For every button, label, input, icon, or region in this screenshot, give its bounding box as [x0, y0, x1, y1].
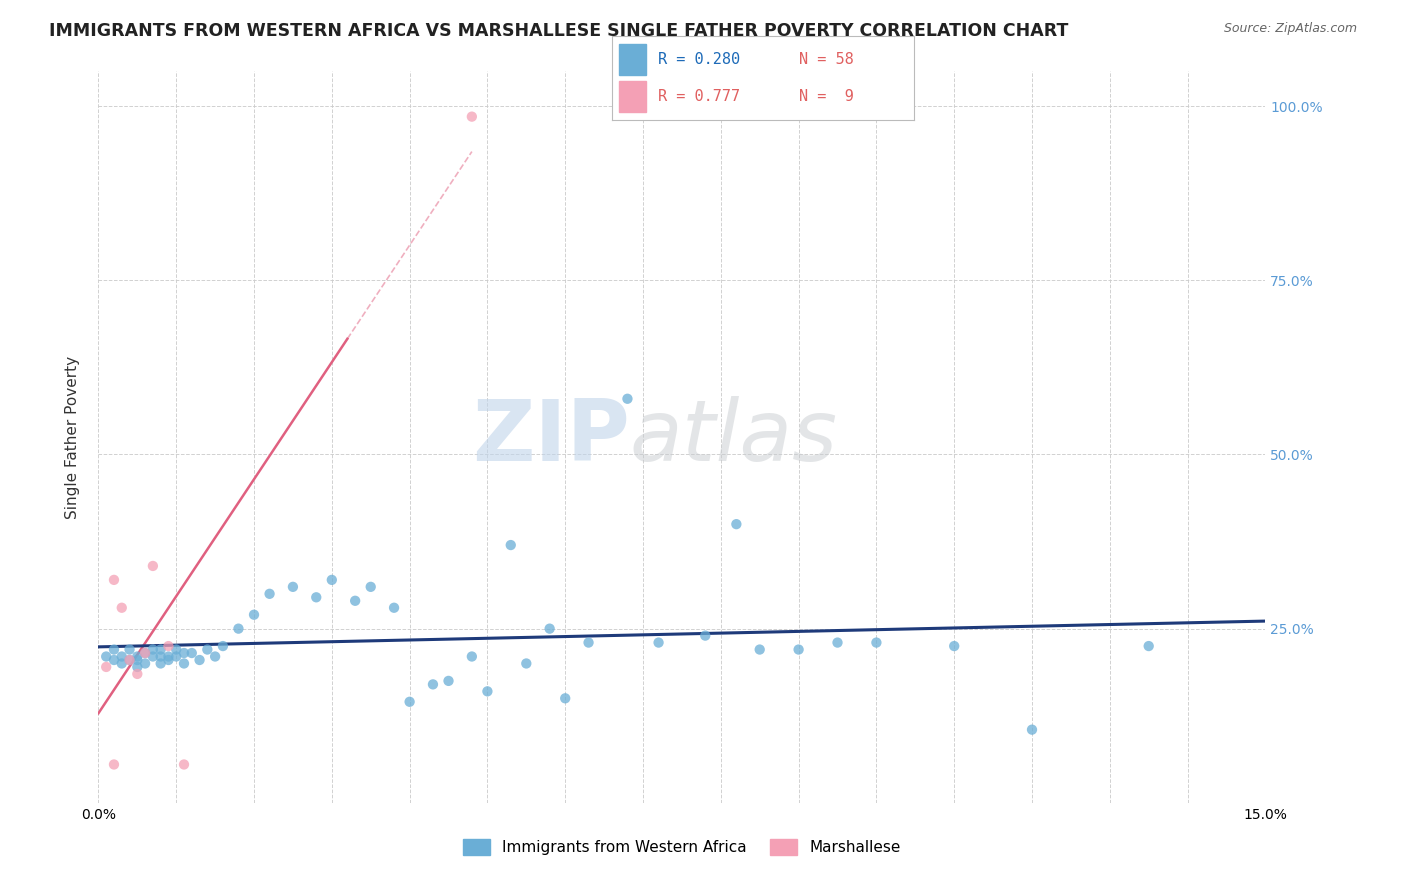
Text: N = 58: N = 58: [799, 52, 853, 67]
Point: [195, 642, 218, 657]
Point: [149, 657, 172, 671]
Point: [437, 673, 460, 688]
Text: ZIP: ZIP: [471, 395, 630, 479]
Point: [538, 622, 561, 636]
Point: [360, 580, 382, 594]
Point: [103, 757, 125, 772]
Point: [173, 657, 195, 671]
Point: [165, 649, 187, 664]
Point: [127, 653, 149, 667]
Point: [103, 653, 125, 667]
Text: Source: ZipAtlas.com: Source: ZipAtlas.com: [1223, 22, 1357, 36]
Point: [422, 677, 444, 691]
Bar: [619, 44, 647, 75]
Point: [695, 629, 717, 643]
Point: [305, 591, 328, 605]
Point: [725, 517, 748, 532]
Bar: [619, 81, 647, 112]
Point: [228, 622, 250, 636]
Point: [259, 587, 281, 601]
Point: [827, 635, 849, 649]
Point: [461, 649, 484, 664]
Point: [111, 600, 134, 615]
Point: [149, 649, 172, 664]
Text: R = 0.280: R = 0.280: [658, 52, 741, 67]
Point: [142, 558, 165, 573]
Text: IMMIGRANTS FROM WESTERN AFRICA VS MARSHALLESE SINGLE FATHER POVERTY CORRELATION : IMMIGRANTS FROM WESTERN AFRICA VS MARSHA…: [49, 22, 1069, 40]
Point: [142, 642, 165, 657]
Point: [118, 653, 141, 667]
Point: [943, 639, 966, 653]
Point: [865, 635, 887, 649]
Point: [188, 653, 211, 667]
Point: [142, 649, 165, 664]
Point: [134, 646, 156, 660]
Point: [616, 392, 638, 406]
Text: N =  9: N = 9: [799, 89, 853, 104]
Point: [554, 691, 576, 706]
Point: [477, 684, 499, 698]
Point: [281, 580, 304, 594]
Point: [578, 635, 600, 649]
Point: [382, 600, 405, 615]
Point: [149, 642, 172, 657]
Point: [134, 646, 156, 660]
Point: [127, 649, 149, 664]
Text: R = 0.777: R = 0.777: [658, 89, 741, 104]
Point: [344, 594, 367, 608]
Point: [118, 642, 141, 657]
Y-axis label: Single Father Poverty: Single Father Poverty: [65, 356, 80, 518]
Point: [134, 657, 156, 671]
Point: [243, 607, 266, 622]
Point: [127, 667, 149, 681]
Point: [461, 110, 484, 124]
Point: [103, 642, 125, 657]
Point: [204, 649, 226, 664]
Point: [748, 642, 770, 657]
Point: [499, 538, 522, 552]
Point: [165, 642, 187, 657]
Point: [398, 695, 420, 709]
Point: [1137, 639, 1160, 653]
Point: [321, 573, 343, 587]
Point: [180, 646, 202, 660]
Point: [157, 639, 180, 653]
Point: [173, 757, 195, 772]
Point: [212, 639, 235, 653]
Point: [157, 649, 180, 664]
Point: [515, 657, 537, 671]
Point: [127, 660, 149, 674]
Point: [1021, 723, 1043, 737]
Text: atlas: atlas: [630, 395, 838, 479]
Legend: Immigrants from Western Africa, Marshallese: Immigrants from Western Africa, Marshall…: [457, 833, 907, 861]
Point: [96, 649, 118, 664]
Point: [157, 653, 180, 667]
Point: [96, 660, 118, 674]
Point: [111, 649, 134, 664]
Point: [111, 657, 134, 671]
Point: [118, 653, 141, 667]
Point: [787, 642, 810, 657]
Point: [647, 635, 669, 649]
Point: [173, 646, 195, 660]
Point: [103, 573, 125, 587]
